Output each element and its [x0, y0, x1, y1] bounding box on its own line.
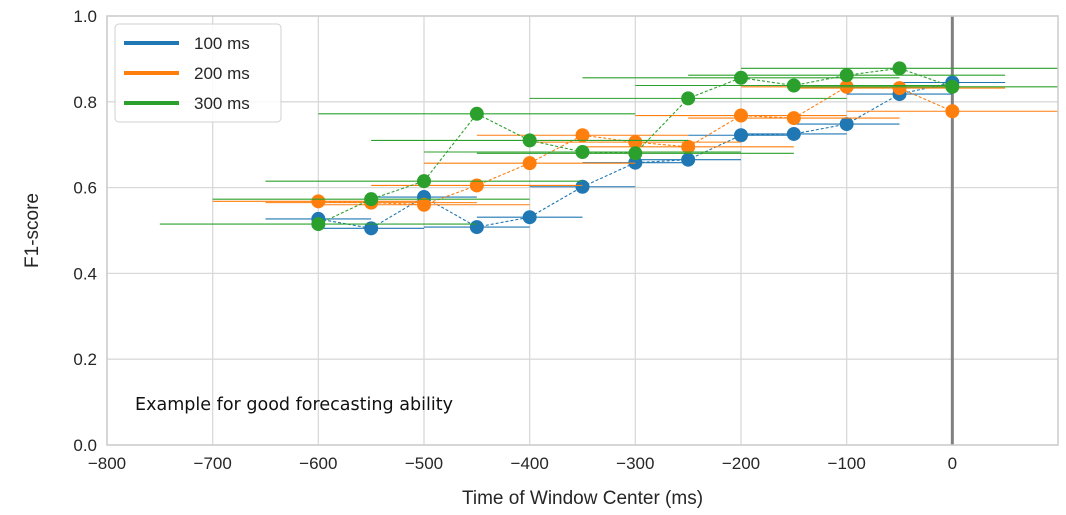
- data-point: [945, 104, 960, 119]
- data-point: [839, 117, 854, 132]
- data-point: [839, 68, 854, 83]
- data-point: [469, 220, 484, 235]
- data-point: [575, 144, 590, 159]
- data-point: [628, 135, 643, 150]
- x-tick-label: −800: [88, 454, 126, 473]
- y-tick-label: 1.0: [73, 7, 97, 26]
- data-point: [364, 192, 379, 207]
- x-tick-label: −100: [828, 454, 866, 473]
- data-point: [522, 210, 537, 225]
- series-layer: [159, 61, 1058, 236]
- series-group: [265, 75, 1006, 236]
- legend-label: 300 ms: [194, 94, 250, 113]
- data-point: [364, 221, 379, 236]
- legend-items: 100 ms 200 ms 300 ms: [124, 34, 250, 113]
- data-point: [628, 146, 643, 161]
- y-axis-ticks: 0.0 0.2 0.4 0.6 0.8 1.0: [73, 7, 97, 455]
- x-tick-label: 0: [948, 454, 957, 473]
- data-point: [311, 217, 326, 232]
- data-point: [786, 111, 801, 126]
- data-point: [734, 70, 748, 85]
- data-point: [786, 78, 801, 93]
- data-point: [469, 106, 484, 121]
- data-point: [892, 81, 907, 96]
- y-tick-label: 0.4: [73, 264, 97, 283]
- x-axis-ticks: −800 −700 −600 −500 −400 −300 −200 −100 0: [88, 454, 957, 473]
- x-tick-label: −400: [511, 454, 549, 473]
- y-axis-title: F1-score: [22, 193, 43, 268]
- data-point: [417, 197, 431, 212]
- legend-box: [114, 23, 282, 123]
- legend-label: 100 ms: [194, 34, 250, 53]
- legend: 100 ms 200 ms 300 ms: [114, 23, 282, 123]
- x-tick-label: −700: [194, 454, 232, 473]
- y-tick-label: 0.6: [73, 179, 97, 198]
- series-group: [159, 61, 1058, 232]
- chart-annotation: Example for good forecasting ability: [135, 394, 453, 415]
- data-point: [522, 156, 537, 171]
- data-point: [681, 139, 696, 154]
- data-point: [681, 91, 696, 106]
- data-point: [417, 174, 431, 189]
- plot-frame: [106, 15, 1059, 446]
- y-tick-label: 0.8: [73, 93, 97, 112]
- data-point: [681, 152, 696, 167]
- legend-label: 200 ms: [194, 64, 250, 83]
- data-point: [945, 79, 960, 94]
- data-point: [786, 126, 801, 141]
- data-point: [734, 108, 748, 123]
- data-point: [311, 194, 326, 209]
- y-tick-label: 0.2: [73, 350, 97, 369]
- data-point: [522, 133, 537, 148]
- data-point: [734, 128, 748, 143]
- data-point: [469, 178, 484, 193]
- x-tick-label: −200: [722, 454, 760, 473]
- y-tick-label: 0.0: [73, 436, 97, 455]
- x-tick-label: −600: [299, 454, 337, 473]
- data-point: [575, 179, 590, 194]
- data-point: [575, 128, 590, 143]
- data-point: [892, 61, 907, 76]
- x-tick-label: −500: [405, 454, 443, 473]
- x-axis-title: Time of Window Center (ms): [462, 488, 703, 509]
- x-tick-label: −300: [616, 454, 654, 473]
